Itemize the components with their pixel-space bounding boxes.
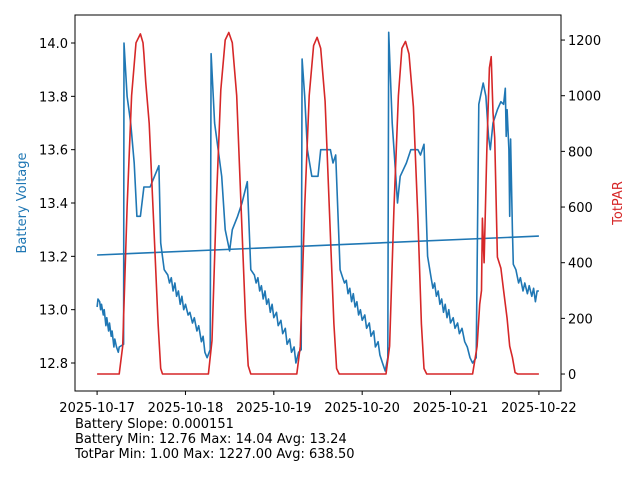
- left-y-tick-label: 14.0: [39, 37, 68, 52]
- x-tick-label: 2025-10-21: [413, 401, 489, 416]
- battery-stats-text: Battery Min: 12.76 Max: 14.04 Avg: 13.24: [75, 432, 347, 447]
- right-y-tick-label: 200: [568, 312, 593, 327]
- plot-frame: [74, 14, 562, 392]
- right-y-tick-label: 1200: [568, 34, 601, 49]
- x-tick-label: 2025-10-20: [324, 401, 400, 416]
- series-line-battery-voltage: [96, 31, 539, 372]
- series-line-battery-trend: [97, 235, 539, 256]
- x-tick-label: 2025-10-18: [148, 401, 224, 416]
- series-line-totpar: [97, 31, 539, 375]
- totpar-stats-text: TotPar Min: 1.00 Max: 1227.00 Avg: 638.5…: [75, 447, 355, 462]
- x-tick-label: 2025-10-22: [501, 401, 577, 416]
- left-y-tick-label: 13.6: [39, 144, 68, 159]
- battery-slope-text: Battery Slope: 0.000151: [75, 417, 234, 432]
- right-y-tick-label: 800: [568, 145, 593, 160]
- x-tick-label: 2025-10-19: [236, 401, 312, 416]
- right-y-tick-label: 1000: [568, 90, 601, 105]
- x-tick-label: 2025-10-17: [59, 401, 135, 416]
- right-y-tick-label: 600: [568, 201, 593, 216]
- right-axis-label: TotPAR: [611, 181, 626, 226]
- stats-annotations: Battery Slope: 0.000151 Battery Min: 12.…: [75, 417, 355, 462]
- left-axis-label: Battery Voltage: [15, 152, 30, 253]
- right-y-tick-label: 0: [568, 368, 576, 383]
- left-y-tick-label: 13.2: [39, 250, 68, 265]
- left-y-tick-label: 13.4: [39, 197, 68, 212]
- left-y-tick-label: 12.8: [39, 357, 68, 372]
- left-y-tick-label: 13.0: [39, 304, 68, 319]
- right-y-tick-label: 400: [568, 257, 593, 272]
- left-y-tick-label: 13.8: [39, 90, 68, 105]
